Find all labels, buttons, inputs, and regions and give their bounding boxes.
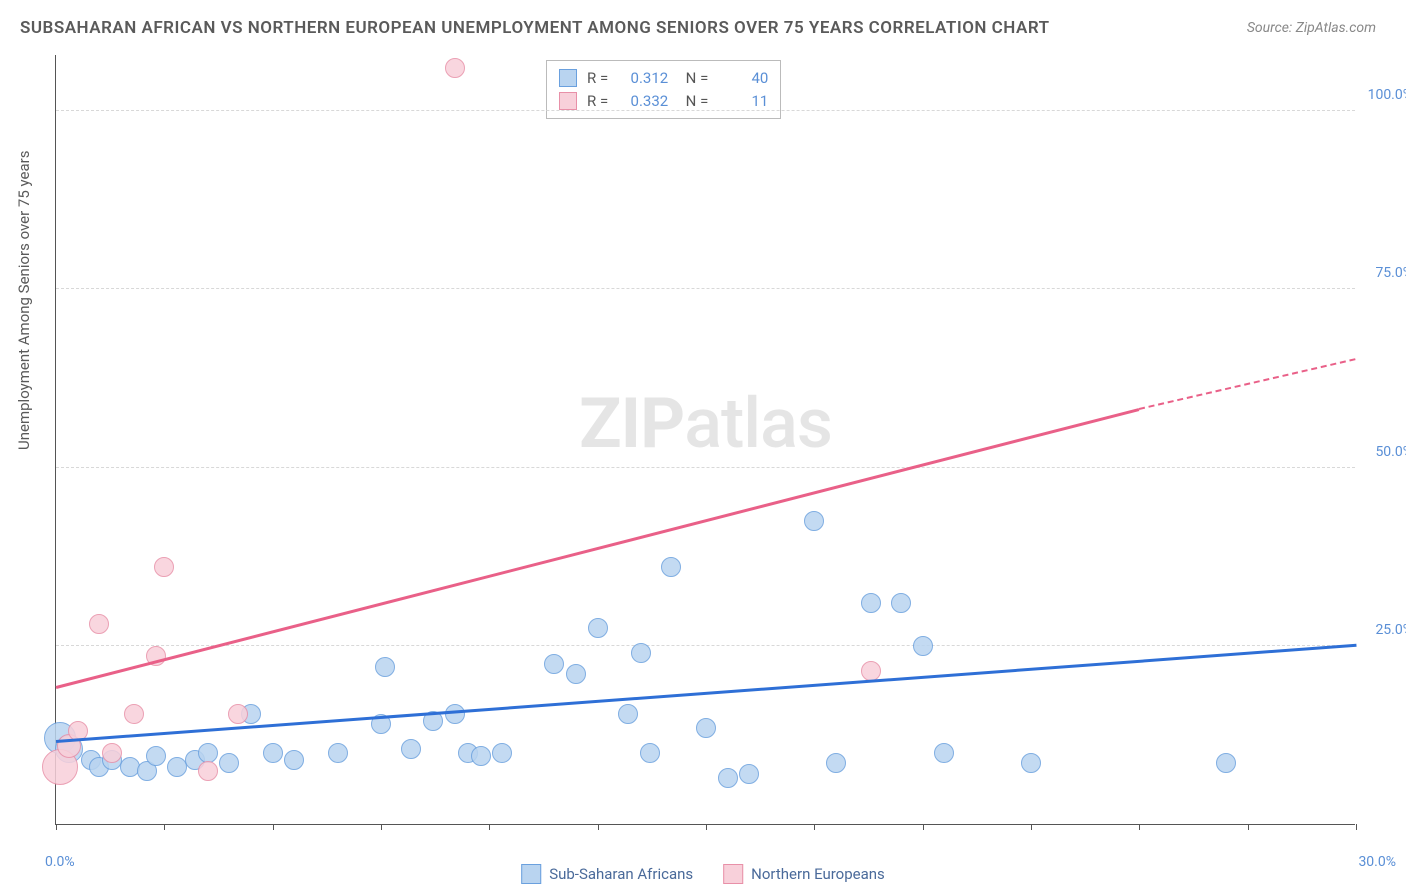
data-point [588,618,608,638]
x-tick [1031,824,1032,830]
data-point [375,657,395,677]
gridline [56,110,1355,111]
x-axis-max-label: 30.0% [1358,854,1396,870]
data-point [284,750,304,770]
legend-n-value: 40 [718,67,768,90]
data-point [566,664,586,684]
data-point [445,58,465,78]
chart-title: SUBSAHARAN AFRICAN VS NORTHERN EUROPEAN … [20,18,1050,38]
source-attribution: Source: ZipAtlas.com [1247,20,1376,36]
x-tick [489,824,490,830]
x-tick [814,824,815,830]
x-tick [56,824,57,830]
gridline [56,288,1355,289]
data-point [696,718,716,738]
legend-item: Sub-Saharan Africans [521,864,693,884]
legend-r-label: R = [587,67,608,90]
watermark-text: ZIPatlas [579,383,832,465]
data-point [146,746,166,766]
plot-area: ZIPatlas R =0.312 N =40R =0.332 N =11 25… [55,55,1355,825]
y-tick-label: 50.0% [1375,444,1406,460]
data-point [401,739,421,759]
y-axis-label: Unemployment Among Seniors over 75 years [15,151,33,450]
legend-swatch [723,864,743,884]
legend-label: Northern Europeans [751,865,885,883]
legend-label: Sub-Saharan Africans [549,865,693,883]
legend-n-value: 11 [718,90,768,113]
data-point [718,768,738,788]
data-point [661,557,681,577]
data-point [934,743,954,763]
x-tick [381,824,382,830]
data-point [471,746,491,766]
y-tick-label: 75.0% [1375,265,1406,281]
data-point [102,743,122,763]
data-point [328,743,348,763]
y-tick-label: 25.0% [1375,622,1406,638]
x-tick [598,824,599,830]
x-tick [273,824,274,830]
correlation-legend-row: R = 0.332 N = 11 [559,90,768,113]
data-point [124,704,144,724]
data-point [891,593,911,613]
x-axis-min-label: 0.0% [45,854,75,870]
legend-r-value: 0.332 [618,90,668,113]
gridline [56,467,1355,468]
x-tick [1356,824,1357,830]
legend-item: Northern Europeans [723,864,885,884]
legend-swatch [559,69,577,87]
data-point [739,764,759,784]
data-point [826,753,846,773]
legend-n-label: N = [678,67,708,90]
y-tick-label: 100.0% [1368,87,1406,103]
data-point [640,743,660,763]
data-point [198,761,218,781]
legend-r-label: R = [587,90,608,113]
data-point [544,654,564,674]
data-point [154,557,174,577]
trend-line [1139,359,1356,411]
legend-swatch [521,864,541,884]
legend-n-label: N = [678,90,708,113]
data-point [631,643,651,663]
x-tick [1248,824,1249,830]
trend-line [56,408,1140,688]
data-point [219,753,239,773]
data-point [228,704,248,724]
data-point [861,661,881,681]
data-point [618,704,638,724]
x-tick [706,824,707,830]
x-tick [1139,824,1140,830]
data-point [861,593,881,613]
gridline [56,645,1355,646]
x-tick [923,824,924,830]
data-point [1021,753,1041,773]
correlation-legend-row: R = 0.312 N = 40 [559,67,768,90]
data-point [804,511,824,531]
data-point [89,614,109,634]
legend-swatch [559,92,577,110]
legend-r-value: 0.312 [618,67,668,90]
data-point [1216,753,1236,773]
x-tick [164,824,165,830]
data-point [492,743,512,763]
data-point [913,636,933,656]
data-point [263,743,283,763]
series-legend: Sub-Saharan Africans Northern Europeans [521,864,885,884]
